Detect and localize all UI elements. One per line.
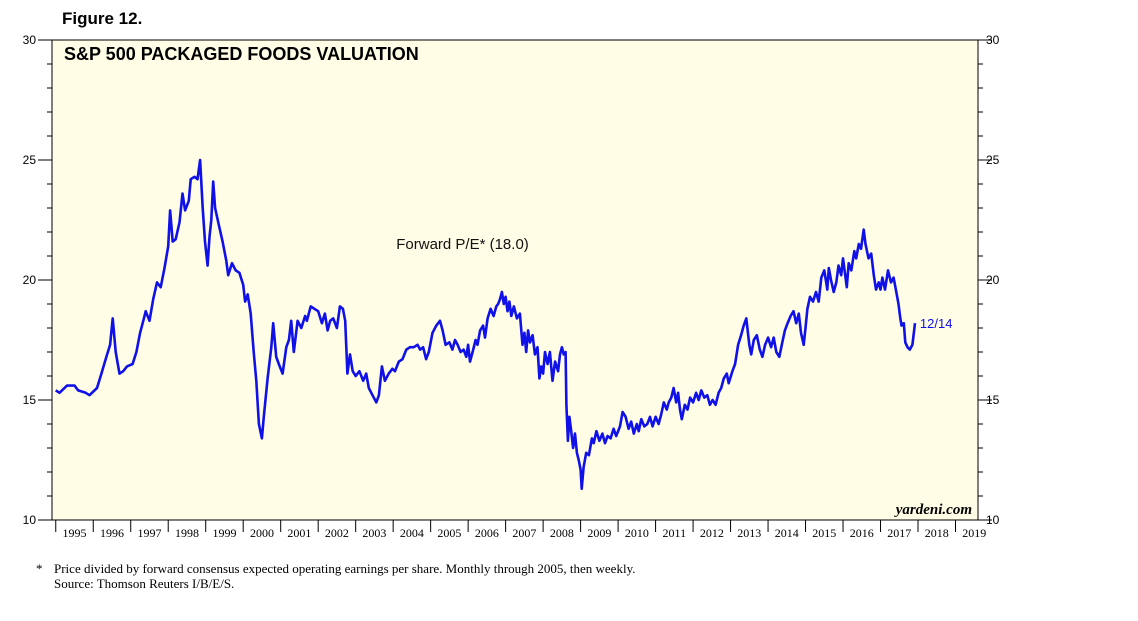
footnote-text: Price divided by forward consensus expec… bbox=[54, 561, 636, 576]
x-tick-label: 2004 bbox=[400, 526, 424, 540]
x-tick-label: 1995 bbox=[62, 526, 86, 540]
footnote-line1: * Price divided by forward consensus expe… bbox=[36, 561, 635, 577]
y-tick-label-left: 10 bbox=[23, 513, 37, 527]
x-tick-label: 1998 bbox=[175, 526, 199, 540]
annotations: Forward P/E* (18.0) 12/14 bbox=[396, 236, 952, 331]
x-tick-label: 2001 bbox=[287, 526, 311, 540]
x-tick-label: 1997 bbox=[137, 526, 161, 540]
plot-background bbox=[51, 39, 979, 521]
series-label: Forward P/E* (18.0) bbox=[396, 236, 529, 253]
x-tick-label: 2007 bbox=[512, 526, 536, 540]
figure-label: Figure 12. bbox=[62, 9, 143, 28]
x-tick-label: 2019 bbox=[962, 526, 986, 540]
x-tick-label: 2011 bbox=[663, 526, 687, 540]
x-tick-label: 2002 bbox=[325, 526, 349, 540]
x-tick-label: 2013 bbox=[737, 526, 761, 540]
x-tick-label: 2005 bbox=[437, 526, 461, 540]
axes: 10 10 15 15 20 20 25 25 30 30 1995 1996 1997 1998 1999… bbox=[23, 33, 1000, 540]
y-tick-label-right: 25 bbox=[986, 153, 1000, 167]
y-tick-label-right: 20 bbox=[986, 273, 1000, 287]
x-tick-label: 2008 bbox=[550, 526, 574, 540]
x-tick-label: 1999 bbox=[212, 526, 236, 540]
y-tick-label-right: 10 bbox=[986, 513, 1000, 527]
footnote-marker: * bbox=[36, 561, 43, 576]
x-tick-label: 2012 bbox=[700, 526, 724, 540]
footnote-source: Source: Thomson Reuters I/B/E/S. bbox=[54, 576, 235, 591]
forward-pe-line bbox=[55, 158, 917, 491]
x-tick-label: 2014 bbox=[775, 526, 799, 540]
x-tick-label: 2016 bbox=[850, 526, 874, 540]
x-tick-label: 2017 bbox=[887, 526, 911, 540]
x-tick-label: 2015 bbox=[812, 526, 836, 540]
x-tick-label: 2009 bbox=[587, 526, 611, 540]
y-tick-label-right: 30 bbox=[986, 33, 1000, 47]
y-tick-label-right: 15 bbox=[986, 393, 1000, 407]
y-tick-label-left: 30 bbox=[23, 33, 37, 47]
x-tick-label: 2000 bbox=[250, 526, 274, 540]
x-tick-label: 2006 bbox=[475, 526, 499, 540]
watermark: yardeni.com bbox=[894, 502, 972, 518]
x-tick-label: 2010 bbox=[625, 526, 649, 540]
y-tick-label-left: 15 bbox=[23, 393, 37, 407]
x-tick-label: 2018 bbox=[925, 526, 949, 540]
x-tick-label: 1996 bbox=[100, 526, 124, 540]
chart-title: S&P 500 PACKAGED FOODS VALUATION bbox=[64, 44, 419, 64]
x-tick-label: 2003 bbox=[362, 526, 386, 540]
y-tick-label-left: 25 bbox=[23, 153, 37, 167]
last-date-label: 12/14 bbox=[920, 316, 953, 331]
y-tick-label-left: 20 bbox=[23, 273, 37, 287]
